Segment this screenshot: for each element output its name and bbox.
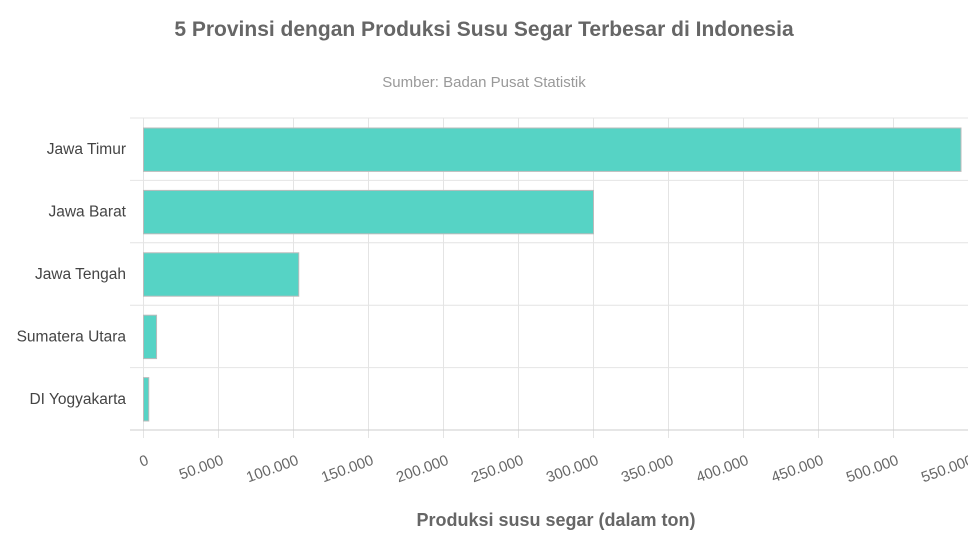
y-tick-label: Jawa Barat bbox=[48, 204, 126, 221]
bar bbox=[143, 127, 962, 172]
x-tick-label: 350.000 bbox=[619, 452, 676, 487]
chart-subtitle: Sumber: Badan Pusat Statistik bbox=[382, 74, 586, 91]
bar bbox=[143, 189, 594, 235]
x-tick-label: 300.000 bbox=[544, 452, 601, 487]
x-tick-label: 250.000 bbox=[469, 452, 526, 487]
x-tick-label: 100.000 bbox=[244, 452, 301, 487]
bar bbox=[143, 377, 150, 422]
x-tick-label: 500.000 bbox=[844, 452, 901, 487]
x-tick-label: 550.000 bbox=[919, 452, 968, 487]
x-tick-label: 150.000 bbox=[319, 452, 376, 487]
x-tick-label: 50.000 bbox=[177, 452, 226, 484]
y-tick-label: DI Yogyakarta bbox=[29, 391, 126, 408]
x-tick-label: 200.000 bbox=[394, 452, 451, 487]
x-axis-title: Produksi susu segar (dalam ton) bbox=[416, 510, 696, 530]
chart-title: 5 Provinsi dengan Produksi Susu Segar Te… bbox=[174, 18, 794, 41]
x-tick-label: 450.000 bbox=[769, 452, 826, 487]
x-tick-label: 400.000 bbox=[694, 452, 751, 487]
x-tick-label: 0 bbox=[137, 452, 151, 471]
y-tick-label: Jawa Tengah bbox=[35, 266, 126, 283]
y-tick-label: Jawa Timur bbox=[47, 141, 126, 158]
y-tick-label: Sumatera Utara bbox=[17, 328, 127, 345]
bar bbox=[143, 252, 300, 297]
bar bbox=[143, 314, 158, 360]
